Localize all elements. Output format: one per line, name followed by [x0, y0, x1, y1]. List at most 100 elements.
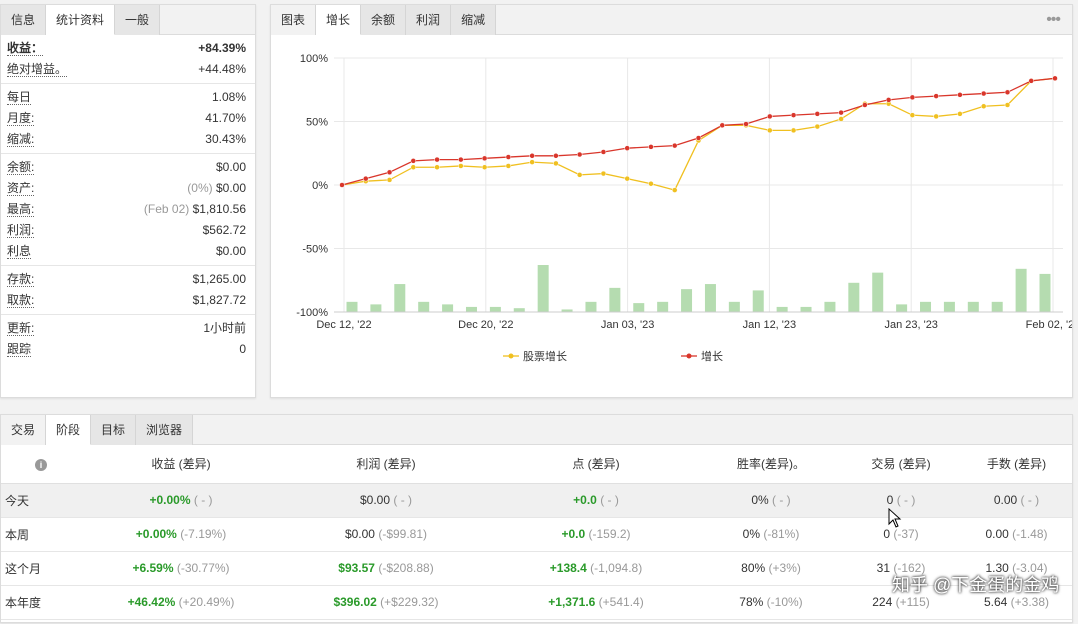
volume-bar: [585, 301, 597, 312]
table-cell: 0% ( - ): [701, 483, 841, 518]
cell-value: 0: [886, 493, 894, 507]
stat-label[interactable]: 最高:: [7, 202, 35, 217]
col-pips[interactable]: 点 (差异): [491, 445, 701, 484]
cell-value: +0.0: [561, 527, 586, 541]
tab-trades[interactable]: 交易: [1, 415, 47, 445]
volume-bar: [943, 301, 955, 312]
table-cell: +6.59% (-30.77%): [81, 551, 281, 586]
tab-browser[interactable]: 浏览器: [136, 415, 194, 445]
col-gain[interactable]: 收益 (差异): [81, 445, 281, 484]
stat-label[interactable]: 跟踪: [7, 342, 32, 357]
cell-diff: (-162): [893, 561, 926, 575]
stat-label[interactable]: 利润:: [7, 223, 35, 238]
stat-label[interactable]: 月度:: [7, 111, 35, 126]
stat-label[interactable]: 余额:: [7, 160, 35, 175]
stat-row: 跟踪 0: [1, 339, 255, 360]
cell-value: $0.00: [344, 527, 375, 541]
stat-label[interactable]: 缩减:: [7, 132, 35, 147]
period-name: 本周: [1, 517, 81, 552]
cell-value: +138.4: [549, 561, 587, 575]
cell-diff: ( - ): [1020, 493, 1040, 507]
data-point: [600, 170, 607, 177]
stat-label[interactable]: 取款:: [7, 293, 35, 308]
col-winrate[interactable]: 胜率(差异)。: [701, 445, 841, 484]
chart-menu-icon[interactable]: •••: [1046, 11, 1061, 28]
tab-profit[interactable]: 利润: [406, 5, 452, 35]
y-tick-label: 0%: [312, 180, 328, 192]
table-cell: 224 (+115): [841, 585, 961, 620]
data-point: [529, 159, 535, 165]
legend-swatch-dot: [686, 353, 692, 359]
stat-value: 41.70%: [205, 108, 246, 129]
volume-bar: [561, 309, 573, 312]
stat-group: 存款: $1,265.00 取款: $1,827.72: [1, 266, 255, 315]
data-point: [624, 175, 630, 182]
stat-row: 缩减: 30.43%: [1, 129, 255, 150]
table-row[interactable]: 本年度 +46.42% (+20.49%) $396.02 (+$229.32) +1…: [1, 585, 1072, 620]
table-cell: $93.57 (-$208.88): [281, 551, 491, 586]
table-row[interactable]: 今天 +0.00% ( - ) $0.00 ( - ) +0.0 ( - ) 0% ( …: [1, 483, 1072, 518]
cell-diff: (+$229.32): [380, 595, 439, 609]
x-tick-label: Jan 12, '23: [743, 319, 796, 331]
volume-bar: [442, 304, 454, 312]
col-profit[interactable]: 利润 (差异): [281, 445, 491, 484]
stat-group: 收益： +84.39% 绝对增益。 +44.48%: [1, 35, 255, 84]
data-point: [624, 145, 630, 151]
data-point: [458, 163, 464, 169]
tab-drawdown[interactable]: 缩减: [451, 5, 497, 35]
data-point: [386, 169, 393, 176]
data-point: [980, 90, 987, 97]
volume-bar: [704, 284, 716, 312]
table-row[interactable]: 这个月 +6.59% (-30.77%) $93.57 (-$208.88) +138…: [1, 551, 1072, 586]
mouse-cursor-icon: [888, 508, 902, 528]
tab-general[interactable]: 一般: [115, 5, 161, 35]
stats-panel: 信息 统计资料 一般 收益： +84.39% 绝对增益。 +44.48% 每日 1.08%…: [0, 4, 256, 398]
volume-bar: [848, 282, 860, 312]
volume-bar: [1039, 273, 1051, 312]
stat-label[interactable]: 收益：: [7, 41, 44, 56]
tab-growth[interactable]: 增长: [316, 5, 362, 35]
data-point: [339, 182, 345, 188]
data-point: [885, 97, 892, 103]
volume-bar: [920, 301, 932, 312]
cell-value: 0%: [751, 493, 769, 507]
data-point: [363, 175, 369, 182]
stat-label[interactable]: 每日: [7, 90, 32, 105]
data-point: [980, 103, 987, 110]
tab-chart[interactable]: 图表: [271, 5, 317, 35]
x-tick-label: Jan 03, '23: [601, 319, 654, 331]
stat-label[interactable]: 绝对增益。: [7, 62, 68, 77]
table-cell: 1.30 (-3.04): [961, 551, 1072, 586]
cell-diff: (-$208.88): [378, 561, 434, 575]
col-trades[interactable]: 交易 (差异): [841, 445, 961, 484]
period-name: 今天: [1, 483, 81, 518]
table-row[interactable]: 本周 +0.00% (-7.19%) $0.00 (-$99.81) +0.0 (-1…: [1, 517, 1072, 552]
stat-value: 1小时前: [203, 318, 246, 339]
volume-bar: [776, 306, 788, 312]
tab-balance[interactable]: 余额: [361, 5, 407, 35]
data-point: [434, 156, 440, 163]
info-icon[interactable]: i: [35, 458, 47, 471]
tab-statistics[interactable]: 统计资料: [46, 5, 116, 35]
stat-group: 每日 1.08% 月度: 41.70% 缩减: 30.43%: [1, 84, 255, 154]
cell-diff: (+20.49%): [178, 595, 235, 609]
tab-periods[interactable]: 阶段: [46, 415, 92, 445]
tab-goals[interactable]: 目标: [91, 415, 137, 445]
stat-label[interactable]: 更新:: [7, 321, 35, 336]
data-point: [838, 109, 844, 116]
table-cell: 0 (-37): [841, 517, 961, 552]
stat-row: 收益： +84.39%: [1, 38, 255, 59]
col-lots[interactable]: 手数 (差异): [961, 445, 1072, 484]
cell-diff: ( - ): [896, 493, 916, 507]
tab-info[interactable]: 信息: [1, 5, 47, 35]
stat-label[interactable]: 存款:: [7, 272, 35, 287]
stat-value-text: $1,810.56: [192, 202, 246, 216]
cell-diff: (+541.4): [598, 595, 644, 609]
x-tick-label: Jan 23, '23: [884, 319, 937, 331]
stat-row: 存款: $1,265.00: [1, 269, 255, 290]
table-cell: +138.4 (-1,094.8): [491, 551, 701, 586]
stat-value: $1,827.72: [193, 290, 246, 311]
stat-label[interactable]: 利息: [7, 244, 32, 259]
stat-label[interactable]: 资产:: [7, 181, 35, 196]
volume-bar: [800, 306, 812, 312]
